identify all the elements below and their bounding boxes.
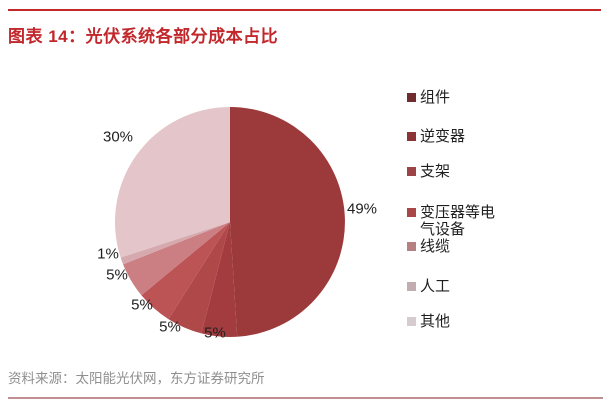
- pie-value-label: 5%: [106, 266, 128, 284]
- pie-value-label: 30%: [102, 128, 134, 146]
- pie-slice-0: [230, 107, 345, 337]
- legend-label: 变压器等电气设备: [420, 204, 496, 238]
- pie-value-label: 5%: [204, 324, 226, 342]
- bottom-rule: [8, 397, 603, 399]
- pie-slice-3: [141, 222, 230, 320]
- pie-value-label: 1%: [97, 245, 119, 263]
- legend-swatch: [407, 208, 416, 217]
- pie-value-label: 49%: [346, 200, 378, 218]
- legend-label: 其他: [420, 313, 451, 330]
- legend-item: 人工: [407, 278, 450, 295]
- legend-item: 逆变器: [407, 128, 465, 145]
- legend-swatch: [407, 242, 416, 251]
- legend-label: 线缆: [420, 238, 451, 255]
- pie-slice-5: [120, 222, 230, 265]
- legend-label: 支架: [420, 163, 451, 180]
- legend-swatch: [407, 93, 416, 102]
- chart-title: 图表 14：光伏系统各部分成本占比: [8, 27, 279, 46]
- legend-swatch: [407, 282, 416, 291]
- legend-item: 支架: [407, 163, 450, 180]
- legend-swatch: [407, 167, 416, 176]
- legend-swatch: [407, 132, 416, 141]
- legend-label: 组件: [420, 89, 451, 106]
- legend-label: 逆变器: [420, 128, 466, 145]
- legend-label: 人工: [420, 278, 451, 295]
- pie-slice-4: [123, 222, 230, 296]
- legend-swatch: [407, 317, 416, 326]
- legend-item: 组件: [407, 89, 450, 106]
- chart-legend: 组件 逆变器 支架 变压器等电气设备 线缆 人工 其他: [407, 0, 597, 340]
- top-rule: [8, 9, 601, 11]
- pie-value-label: 5%: [159, 318, 181, 336]
- pie-slice-1: [201, 222, 238, 337]
- source-attribution: 资料来源：太阳能光伏网，东方证券研究所: [8, 371, 265, 386]
- legend-item: 线缆: [407, 238, 450, 255]
- legend-item: 其他: [407, 313, 450, 330]
- legend-item: 变压器等电气设备: [407, 204, 500, 238]
- pie-slice-2: [168, 222, 230, 334]
- pie-slice-6: [115, 107, 230, 258]
- pie-value-label: 5%: [131, 296, 153, 314]
- pie-chart: [115, 107, 345, 337]
